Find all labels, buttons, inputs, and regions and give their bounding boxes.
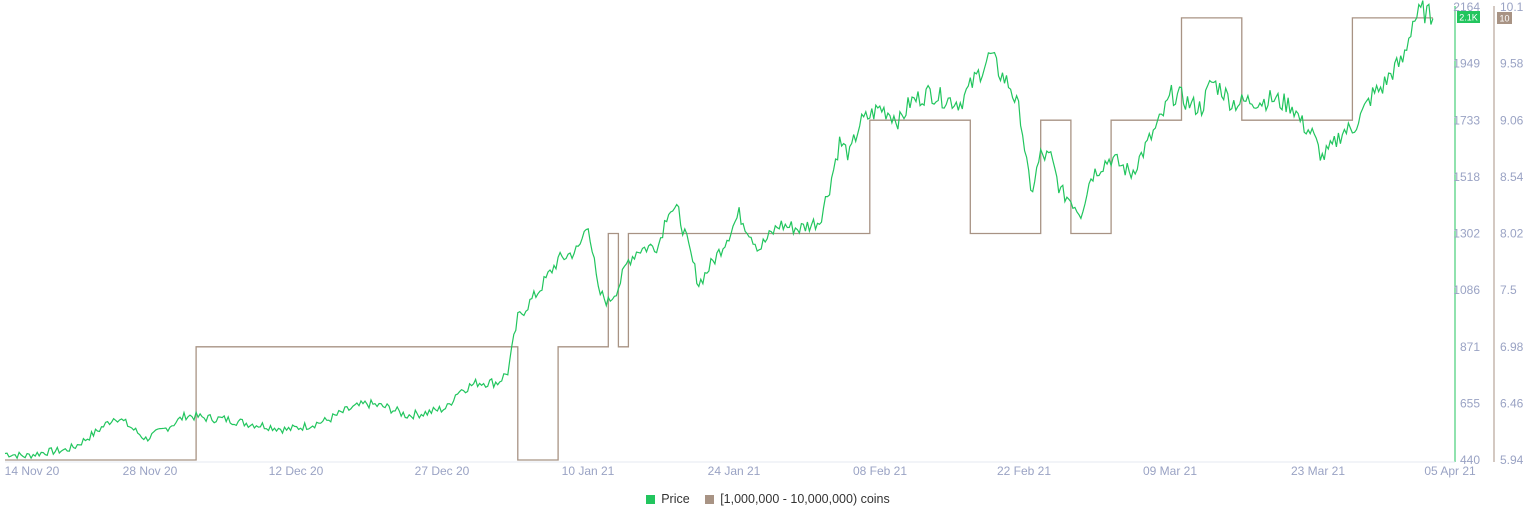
legend-item-holders[interactable]: [1,000,000 - 10,000,000) coins — [705, 492, 890, 506]
legend-swatch-holders — [705, 494, 715, 504]
x-tick-label: 27 Dec 20 — [415, 464, 470, 478]
right-y-tick-label: 9.06 — [1500, 113, 1524, 127]
price-line — [4, 0, 1434, 460]
right-y-tick-label: 6.98 — [1500, 340, 1524, 354]
left-y-ticks: 2164 1949 1733 1518 1302 1086 871 655 440 — [1453, 0, 1480, 467]
right-y-ticks: 10.1 9.58 9.06 8.54 8.02 7.5 6.98 6.46 5.94 — [1500, 0, 1524, 467]
x-tick-label: 12 Dec 20 — [269, 464, 324, 478]
x-tick-label: 22 Feb 21 — [997, 464, 1051, 478]
x-tick-label: 08 Feb 21 — [853, 464, 907, 478]
x-ticks: 14 Nov 20 28 Nov 20 12 Dec 20 27 Dec 20 10 J… — [5, 464, 1476, 478]
legend-swatch-price — [646, 494, 656, 504]
x-tick-label: 24 Jan 21 — [708, 464, 761, 478]
left-y-tick-label: 1302 — [1453, 227, 1480, 241]
holders-badge-label: 10 — [1499, 14, 1509, 24]
holders-badge — [1497, 12, 1512, 24]
left-y-tick-label: 2164 — [1453, 0, 1480, 14]
right-y-tick-label: 8.54 — [1500, 170, 1524, 184]
legend: Price [1,000,000 - 10,000,000) coins — [0, 492, 1536, 507]
x-tick-label: 23 Mar 21 — [1291, 464, 1345, 478]
left-y-tick-label: 1086 — [1453, 283, 1480, 297]
price-series — [4, 0, 1434, 460]
right-y-tick-label: 6.46 — [1500, 396, 1524, 410]
value-badges: 2.1K 10 — [1457, 11, 1512, 24]
right-y-tick-label: 5.94 — [1500, 453, 1524, 467]
x-tick-label: 09 Mar 21 — [1143, 464, 1197, 478]
right-y-tick-label: 8.02 — [1500, 227, 1524, 241]
x-tick-label: 14 Nov 20 — [5, 464, 60, 478]
x-tick-label: 28 Nov 20 — [123, 464, 178, 478]
left-y-tick-label: 1518 — [1453, 170, 1480, 184]
left-y-tick-label: 655 — [1460, 396, 1480, 410]
left-y-tick-label: 1949 — [1453, 57, 1480, 71]
holders-series — [5, 17, 1433, 461]
left-y-tick-label: 871 — [1460, 340, 1480, 354]
legend-label-price: Price — [661, 492, 690, 506]
legend-label-holders: [1,000,000 - 10,000,000) coins — [720, 492, 890, 506]
holders-step-line — [5, 17, 1433, 461]
price-badge — [1457, 11, 1480, 23]
right-y-tick-label: 7.5 — [1500, 283, 1517, 297]
left-y-tick-label: 1733 — [1453, 113, 1480, 127]
left-y-tick-label: 440 — [1460, 453, 1480, 467]
right-y-tick-label: 10.1 — [1500, 0, 1524, 14]
legend-item-price[interactable]: Price — [646, 492, 690, 506]
price-badge-label: 2.1K — [1459, 13, 1478, 23]
right-y-tick-label: 9.58 — [1500, 57, 1524, 71]
x-tick-label: 10 Jan 21 — [562, 464, 615, 478]
x-tick-label: 05 Apr 21 — [1424, 464, 1476, 478]
